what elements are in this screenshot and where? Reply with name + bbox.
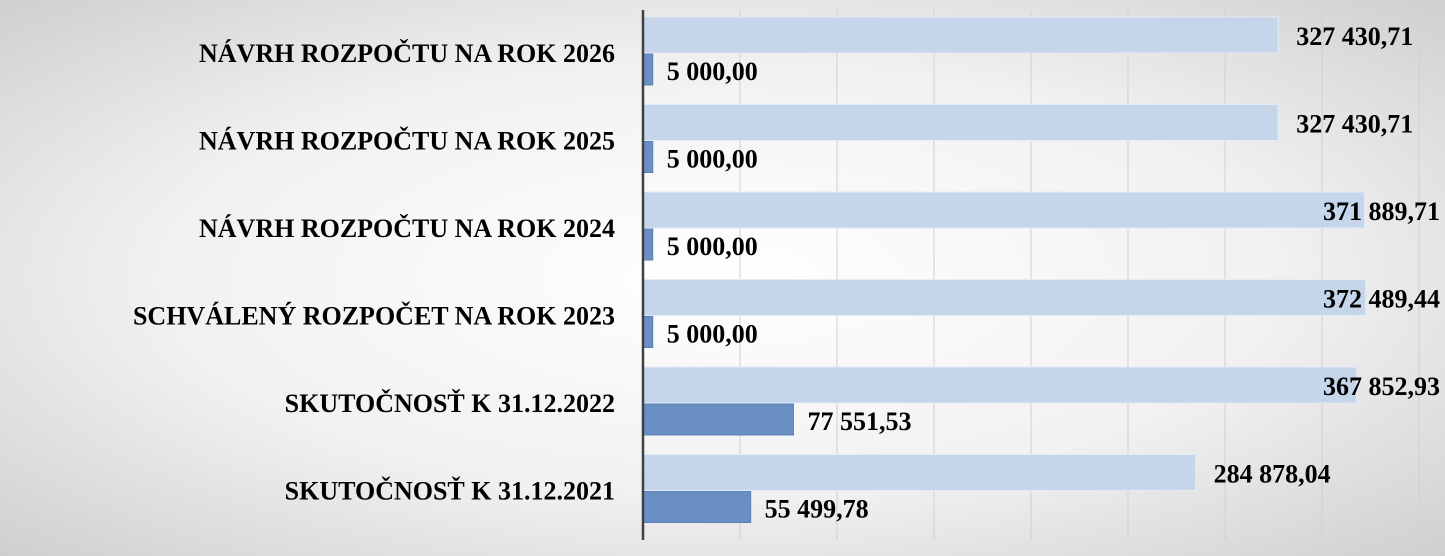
bar	[642, 141, 654, 173]
value-label: 284 878,04	[1214, 459, 1331, 488]
category-label: SCHVÁLENÝ ROZPOČET NA ROK 2023	[133, 301, 615, 330]
bar	[642, 104, 1279, 141]
value-label: 327 430,71	[1296, 22, 1413, 51]
bar	[642, 279, 1367, 316]
value-label: 77 551,53	[807, 407, 911, 436]
value-label: 5 000,00	[667, 144, 758, 173]
bar	[642, 366, 1358, 404]
value-label: 372 489,44	[1323, 284, 1440, 313]
value-label: 55 499,78	[765, 494, 869, 523]
value-label: 327 430,71	[1296, 109, 1413, 138]
bar	[642, 454, 1197, 491]
bar	[642, 53, 654, 86]
bar	[642, 16, 1279, 54]
bar	[642, 403, 794, 436]
bar	[642, 491, 752, 523]
bar	[642, 316, 654, 348]
bar	[642, 228, 654, 261]
bar	[642, 191, 1365, 229]
value-label: 5 000,00	[667, 232, 758, 261]
category-label: NÁVRH ROZPOČTU NA ROK 2026	[199, 39, 615, 68]
category-label: NÁVRH ROZPOČTU NA ROK 2025	[199, 126, 615, 155]
value-label: 5 000,00	[667, 57, 758, 86]
value-label: 367 852,93	[1323, 372, 1440, 401]
value-label: 371 889,71	[1323, 197, 1440, 226]
category-label: NÁVRH ROZPOČTU NA ROK 2024	[199, 214, 615, 243]
category-label: SKUTOČNOSŤ K 31.12.2022	[285, 389, 615, 418]
value-label: 5 000,00	[667, 319, 758, 348]
category-label: SKUTOČNOSŤ K 31.12.2021	[285, 476, 615, 505]
